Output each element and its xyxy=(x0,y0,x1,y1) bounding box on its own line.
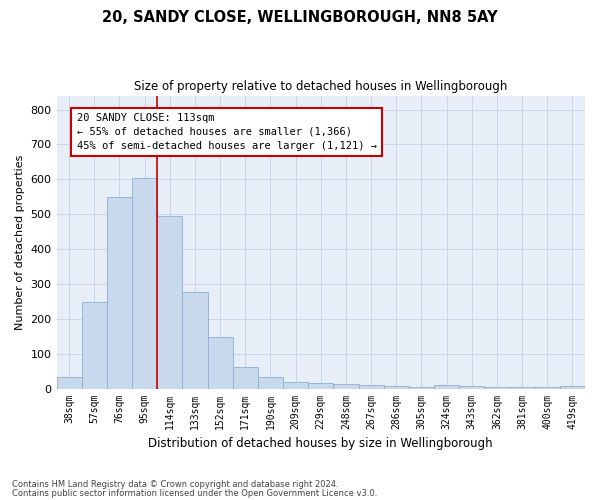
Bar xyxy=(132,178,157,388)
Text: Contains public sector information licensed under the Open Government Licence v3: Contains public sector information licen… xyxy=(12,489,377,498)
Bar xyxy=(459,386,484,388)
X-axis label: Distribution of detached houses by size in Wellingborough: Distribution of detached houses by size … xyxy=(148,437,493,450)
Bar xyxy=(383,386,409,388)
Bar xyxy=(359,385,383,388)
Bar xyxy=(182,292,208,388)
Bar xyxy=(535,387,560,388)
Text: Contains HM Land Registry data © Crown copyright and database right 2024.: Contains HM Land Registry data © Crown c… xyxy=(12,480,338,489)
Y-axis label: Number of detached properties: Number of detached properties xyxy=(15,154,25,330)
Title: Size of property relative to detached houses in Wellingborough: Size of property relative to detached ho… xyxy=(134,80,508,93)
Bar xyxy=(283,382,308,388)
Bar xyxy=(308,384,334,388)
Bar xyxy=(233,367,258,388)
Bar xyxy=(334,384,359,388)
Bar xyxy=(258,377,283,388)
Bar xyxy=(409,387,434,388)
Bar xyxy=(509,387,535,388)
Text: 20 SANDY CLOSE: 113sqm
← 55% of detached houses are smaller (1,366)
45% of semi-: 20 SANDY CLOSE: 113sqm ← 55% of detached… xyxy=(77,113,377,151)
Bar xyxy=(434,385,459,388)
Text: 20, SANDY CLOSE, WELLINGBOROUGH, NN8 5AY: 20, SANDY CLOSE, WELLINGBOROUGH, NN8 5AY xyxy=(102,10,498,25)
Bar xyxy=(484,387,509,388)
Bar xyxy=(107,196,132,388)
Bar xyxy=(208,338,233,388)
Bar xyxy=(157,216,182,388)
Bar xyxy=(56,377,82,388)
Bar xyxy=(82,302,107,388)
Bar xyxy=(560,386,585,388)
